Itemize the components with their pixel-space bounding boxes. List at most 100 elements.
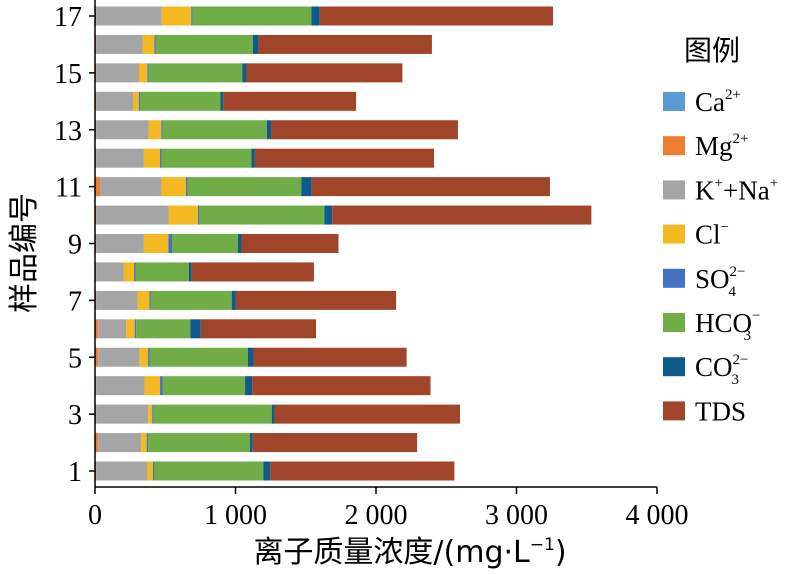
bar-segment-Cl-sample-11	[161, 177, 187, 197]
legend-label: TDS	[695, 396, 746, 426]
legend-label: K++Na+	[695, 175, 778, 205]
bar-segment-CO32-sample-14	[220, 91, 224, 111]
bar-segment-Cl-sample-8	[123, 262, 135, 282]
bar-segment-SO42-sample-12	[160, 148, 162, 168]
bar-segment-KNa-sample-15	[96, 63, 139, 83]
bar-segment-Cl-sample-17	[161, 6, 192, 26]
bar-segment-CO32-sample-4	[245, 376, 253, 396]
bar-segment-SO42-sample-1	[153, 461, 155, 481]
bar-segment-CO32-sample-11	[301, 177, 312, 197]
bar-segment-KNa-sample-11	[100, 177, 162, 197]
bar-segment-HCO3-sample-7	[150, 290, 232, 310]
bar-segment-Mg2-sample-7	[95, 290, 97, 310]
bar-segment-SO42-sample-3	[152, 404, 154, 424]
bar-segment-Mg2-sample-13	[95, 120, 97, 140]
bar-segment-Mg2-sample-9	[95, 234, 97, 253]
y-tick-label: 9	[68, 230, 82, 261]
y-tick-label: 1	[68, 457, 82, 488]
bar-segment-TDS-sample-4	[252, 376, 431, 396]
bar-segment-Mg2-sample-10	[95, 205, 97, 225]
legend: Ca2+ Mg2+ K++Na+ Cl− SO2− 4 HCO− 3 CO2− 3 TDS	[663, 87, 778, 426]
bar-segment-Cl-sample-6	[126, 319, 135, 339]
bar-segment-SO42-sample-6	[134, 319, 137, 339]
legend-swatch	[663, 224, 685, 244]
bar-segment-CO32-sample-7	[231, 290, 236, 310]
bar-segment-Cl-sample-5	[139, 347, 149, 367]
bar-segment-SO42-sample-7	[149, 290, 151, 310]
bar-segment-HCO3-sample-2	[148, 433, 250, 453]
x-tick-label: 0	[88, 500, 102, 531]
legend-swatch	[663, 92, 685, 111]
legend-label: CO2− 3	[695, 352, 748, 388]
bar-segment-Cl-sample-2	[141, 433, 147, 453]
bar-segment-Cl-sample-15	[138, 63, 148, 83]
bar-segment-Cl-sample-1	[147, 461, 154, 481]
bar-segment-KNa-sample-7	[96, 290, 138, 310]
bar-segment-SO42-sample-11	[186, 177, 188, 197]
bar-segment-Cl-sample-10	[168, 205, 198, 225]
legend-label: Ca2+	[695, 87, 741, 117]
bar-segment-CO32-sample-8	[188, 262, 192, 282]
bar-segment-TDS-sample-1	[270, 461, 455, 481]
bar-segment-CO32-sample-2	[249, 433, 253, 453]
x-ticks: 0 1 000 2 000 3 000 4 000	[88, 487, 689, 531]
bar-segment-HCO3-sample-13	[162, 120, 267, 140]
bar-segment-CO32-sample-5	[247, 347, 254, 367]
bar-segment-SO42-sample-2	[146, 433, 149, 453]
bar-segment-Mg2-sample-1	[95, 461, 97, 481]
bar-segment-Mg2-sample-12	[95, 148, 97, 168]
x-tick-label: 3 000	[485, 500, 548, 531]
bar-segment-Mg2-sample-8	[95, 262, 97, 282]
bar-segment-Mg2-sample-11	[95, 177, 101, 197]
legend-swatch	[663, 357, 685, 377]
bar-segment-TDS-sample-10	[332, 205, 592, 225]
bar-segment-Cl-sample-4	[144, 376, 161, 396]
bar-segment-HCO3-sample-9	[171, 234, 239, 253]
bar-segment-HCO3-sample-8	[135, 262, 189, 282]
bar-segment-Mg2-sample-6	[95, 319, 99, 339]
x-axis-label-tail: )	[555, 535, 567, 570]
bar-segment-CO32-sample-15	[242, 63, 247, 83]
bar-segment-SO42-sample-16	[154, 34, 156, 54]
bar-segment-HCO3-sample-5	[149, 347, 248, 367]
bar-segment-KNa-sample-4	[96, 376, 145, 396]
bar-segment-KNa-sample-12	[96, 148, 144, 168]
legend-swatch	[663, 401, 685, 421]
bar-segment-CO32-sample-12	[251, 148, 255, 168]
bar-segment-SO42-sample-13	[161, 120, 163, 140]
bar-segment-HCO3-sample-12	[161, 148, 252, 168]
y-axis-label: 样品编号	[7, 193, 42, 313]
bar-segments	[95, 6, 592, 481]
bar-segment-Mg2-sample-4	[95, 376, 97, 396]
legend-label: Cl−	[695, 220, 729, 250]
bar-segment-TDS-sample-2	[252, 433, 418, 453]
bar-segment-KNa-sample-13	[96, 120, 149, 140]
bar-segment-Mg2-sample-14	[95, 91, 97, 111]
y-tick-label: 15	[54, 59, 82, 90]
bar-segment-KNa-sample-3	[96, 404, 149, 424]
bar-segment-Mg2-sample-5	[95, 347, 99, 367]
bar-segment-HCO3-sample-14	[140, 91, 221, 111]
bar-segment-SO42-sample-10	[197, 205, 200, 225]
bar-segment-SO42-sample-8	[134, 262, 136, 282]
bar-segment-KNa-sample-9	[96, 234, 144, 253]
bar-segment-Mg2-sample-2	[95, 433, 99, 453]
bar-segment-HCO3-sample-17	[192, 6, 312, 26]
legend-swatch	[663, 180, 685, 200]
bar-segment-KNa-sample-14	[96, 91, 134, 111]
bar-segment-SO42-sample-17	[191, 6, 193, 26]
bar-segment-CO32-sample-16	[252, 34, 259, 54]
bar-segment-HCO3-sample-11	[187, 177, 302, 197]
bar-segment-Mg2-sample-16	[95, 34, 97, 54]
bar-segment-TDS-sample-14	[223, 91, 357, 111]
bar-segment-KNa-sample-8	[96, 262, 124, 282]
bar-segment-KNa-sample-6	[98, 319, 127, 339]
bar-segment-KNa-sample-5	[98, 347, 140, 367]
bar-segment-TDS-sample-9	[241, 234, 339, 253]
bar-segment-SO42-sample-9	[168, 234, 172, 253]
bar-segment-CO32-sample-9	[238, 234, 242, 253]
y-tick-label: 3	[68, 400, 82, 431]
bar-segment-Cl-sample-9	[143, 234, 169, 253]
bar-segment-SO42-sample-14	[138, 91, 141, 111]
